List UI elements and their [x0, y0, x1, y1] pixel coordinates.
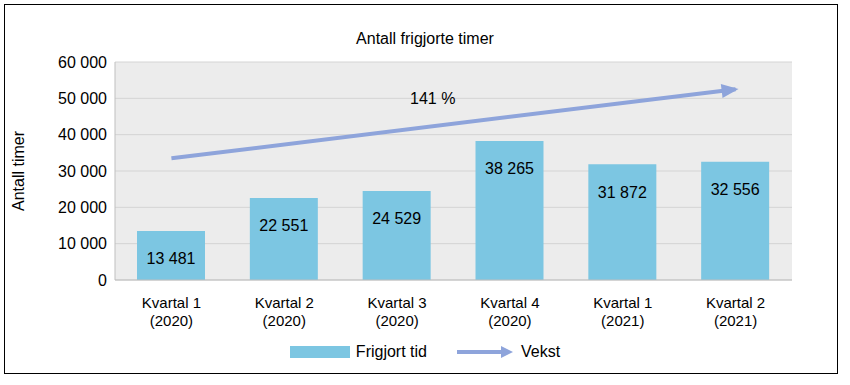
svg-text:Kvartal 1(2020): Kvartal 1(2020) [142, 294, 201, 329]
svg-text:Kvartal 1(2021): Kvartal 1(2021) [593, 294, 652, 329]
svg-text:32 556: 32 556 [711, 181, 760, 198]
svg-text:30 000: 30 000 [58, 163, 107, 180]
svg-text:60 000: 60 000 [58, 54, 107, 71]
html-text:Frigjort tid: Frigjort tid [355, 343, 427, 360]
svg-text:31 872: 31 872 [598, 184, 647, 201]
svg-text:20 000: 20 000 [58, 199, 107, 216]
svg-text:22 551: 22 551 [259, 217, 308, 234]
svg-text:10 000: 10 000 [58, 235, 107, 252]
html-text:Antall frigjorte timer: Antall frigjorte timer [356, 30, 494, 47]
svg-text:Kvartal 2(2020): Kvartal 2(2020) [255, 294, 314, 329]
svg-text:40 000: 40 000 [58, 126, 107, 143]
html-text:Vekst: Vekst [521, 343, 561, 360]
svg-text:Kvartal 2(2021): Kvartal 2(2021) [706, 294, 765, 329]
html-text:141 %: 141 % [410, 90, 456, 107]
svg-text:50 000: 50 000 [58, 90, 107, 107]
svg-text:24 529: 24 529 [372, 210, 421, 227]
svg-text:Kvartal 4(2020): Kvartal 4(2020) [480, 294, 539, 329]
svg-text:38 265: 38 265 [485, 160, 534, 177]
svg-text:13 481: 13 481 [147, 250, 196, 267]
svg-text:0: 0 [98, 272, 107, 289]
svg-text:Antall timer: Antall timer [10, 130, 27, 211]
svg-text:Kvartal 3(2020): Kvartal 3(2020) [367, 294, 426, 329]
